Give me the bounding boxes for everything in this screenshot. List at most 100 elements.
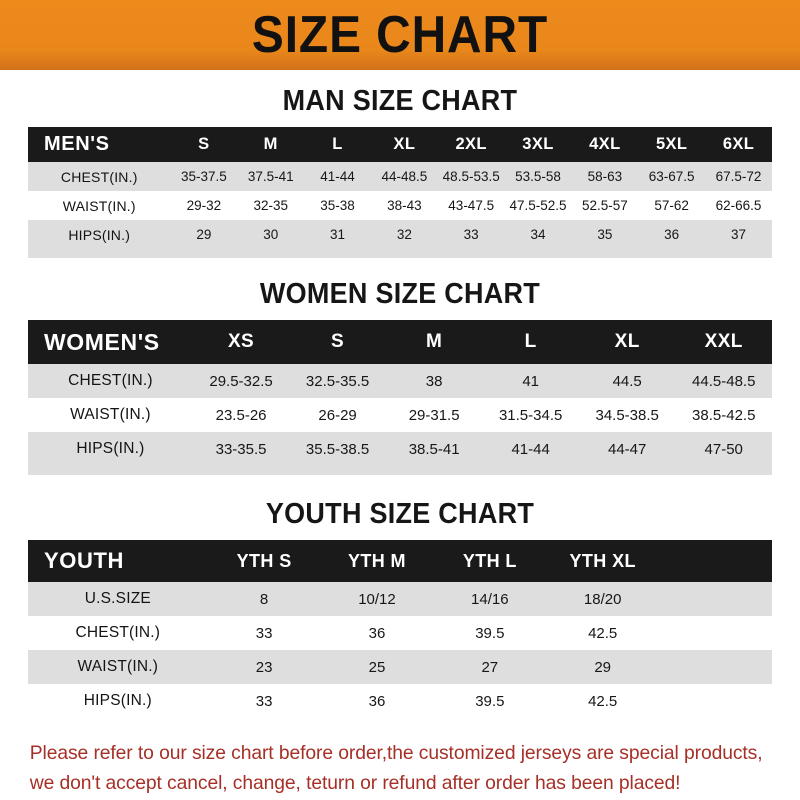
table-cell: 53.5-58 bbox=[515, 169, 561, 184]
women-header-label: WOMEN'S bbox=[44, 328, 160, 355]
section-title-man: MAN SIZE CHART bbox=[282, 85, 518, 117]
youth-row-spacer bbox=[659, 650, 772, 684]
table-cell: 52.5-57 bbox=[581, 198, 628, 213]
table-cell: 29-31.5 bbox=[408, 406, 460, 424]
man-row-label-3: HIPS(IN.) bbox=[68, 226, 131, 243]
youth-size-table: YOUTH YTH S YTH M YTH L YTH XL U.S.SIZE 8 10/12… bbox=[28, 540, 772, 718]
table-cell: 18/20 bbox=[583, 590, 622, 608]
man-table-header-row: MEN'S S M L XL 2XL 3XL 4XL 5XL 6XL bbox=[28, 127, 772, 162]
man-header-label: MEN'S bbox=[44, 133, 110, 155]
table-cell: 36 bbox=[664, 227, 680, 242]
table-row: HIPS(IN.) 33 36 39.5 42.5 bbox=[28, 684, 772, 718]
man-size-header-3: L bbox=[332, 135, 343, 153]
table-cell: 29 bbox=[196, 227, 212, 242]
table-cell: 63-67.5 bbox=[648, 169, 695, 184]
table-cell: 23 bbox=[255, 658, 273, 676]
table-cell: 34 bbox=[530, 227, 546, 242]
man-size-header-2: M bbox=[263, 135, 278, 153]
table-cell: 41-44 bbox=[320, 169, 355, 184]
table-row: HIPS(IN.) 33-35.5 35.5-38.5 38.5-41 41-44 44-… bbox=[28, 432, 772, 466]
women-size-header-5: XL bbox=[614, 331, 640, 352]
table-cell: 44-47 bbox=[608, 440, 647, 458]
table-row: CHEST(IN.) 35-37.5 37.5-41 41-44 44-48.5 48.5… bbox=[28, 162, 772, 191]
table-cell: 35.5-38.5 bbox=[305, 440, 370, 458]
man-row-label-1: CHEST(IN.) bbox=[60, 168, 138, 185]
table-row: WAIST(IN.) 29-32 32-35 35-38 38-43 43-47.5 47.… bbox=[28, 191, 772, 220]
table-cell: 36 bbox=[368, 692, 386, 710]
youth-row-spacer bbox=[659, 684, 772, 718]
women-size-table: WOMEN'S XS S M L XL XXL CHEST(IN.) 29.5-32.5 32.5… bbox=[28, 320, 772, 466]
man-size-table: MEN'S S M L XL 2XL 3XL 4XL 5XL 6XL CHEST(IN.) 35-37… bbox=[28, 127, 772, 249]
women-size-header-2: S bbox=[331, 331, 345, 352]
table-cell: 62-66.5 bbox=[715, 198, 762, 213]
page-title: SIZE CHART bbox=[251, 6, 549, 64]
table-row: HIPS(IN.) 29 30 31 32 33 34 35 36 37 bbox=[28, 220, 772, 249]
table-cell: 34.5-38.5 bbox=[595, 406, 659, 424]
table-cell: 32.5-35.5 bbox=[305, 372, 370, 390]
table-cell: 48.5-53.5 bbox=[442, 169, 500, 184]
table-cell: 8 bbox=[259, 590, 269, 608]
women-size-header-6: XXL bbox=[704, 331, 743, 352]
table-cell: 29 bbox=[594, 658, 612, 676]
table-cell: 37.5-41 bbox=[247, 169, 294, 184]
footer-line-1: Please refer to our size chart before or… bbox=[29, 742, 763, 764]
table-cell: 35-38 bbox=[320, 198, 355, 213]
table-cell: 43-47.5 bbox=[448, 198, 495, 213]
youth-size-header-4: YTH XL bbox=[569, 550, 636, 571]
table-row: CHEST(IN.) 29.5-32.5 32.5-35.5 38 41 44.5 44.5… bbox=[28, 364, 772, 398]
man-size-header-7: 4XL bbox=[589, 135, 621, 153]
table-row: WAIST(IN.) 23.5-26 26-29 29-31.5 31.5-34.5 34… bbox=[28, 398, 772, 432]
women-size-header-3: M bbox=[426, 331, 443, 352]
table-cell: 36 bbox=[368, 624, 386, 642]
man-row-label-2: WAIST(IN.) bbox=[62, 197, 136, 214]
table-cell: 47.5-52.5 bbox=[509, 198, 567, 213]
women-row-label-1: CHEST(IN.) bbox=[68, 372, 153, 389]
table-cell: 57-62 bbox=[654, 198, 689, 213]
youth-header-label: YOUTH bbox=[44, 548, 124, 573]
women-size-header-4: L bbox=[524, 331, 537, 352]
table-cell: 39.5 bbox=[475, 624, 505, 642]
youth-size-header-3: YTH L bbox=[462, 550, 517, 571]
table-cell: 29.5-32.5 bbox=[209, 372, 273, 390]
table-cell: 33 bbox=[255, 692, 273, 710]
youth-size-header-2: YTH M bbox=[347, 550, 406, 571]
man-size-table-wrap: MEN'S S M L XL 2XL 3XL 4XL 5XL 6XL CHEST(IN.) 35-37… bbox=[28, 127, 772, 249]
women-size-table-wrap: WOMEN'S XS S M L XL XXL CHEST(IN.) 29.5-32.5 32.5… bbox=[28, 320, 772, 466]
footer-disclaimer: Please refer to our size chart before or… bbox=[30, 738, 771, 798]
table-cell: 38.5-41 bbox=[408, 440, 460, 458]
women-row-label-2: WAIST(IN.) bbox=[70, 406, 151, 423]
table-cell: 42.5 bbox=[588, 692, 618, 710]
youth-row-label-3: WAIST(IN.) bbox=[77, 658, 159, 675]
table-cell: 35 bbox=[597, 227, 613, 242]
table-cell: 38-43 bbox=[387, 198, 422, 213]
youth-row-spacer bbox=[659, 616, 772, 650]
table-cell: 31.5-34.5 bbox=[498, 406, 563, 424]
table-cell: 23.5-26 bbox=[215, 406, 267, 424]
table-cell: 38.5-42.5 bbox=[692, 406, 756, 424]
youth-row-label-4: HIPS(IN.) bbox=[83, 692, 152, 709]
table-cell: 10/12 bbox=[358, 590, 396, 608]
table-cell: 33 bbox=[255, 624, 273, 642]
table-cell: 44-48.5 bbox=[381, 169, 428, 184]
youth-size-header-1: YTH S bbox=[236, 550, 292, 571]
table-cell: 67.5-72 bbox=[715, 169, 762, 184]
youth-size-table-wrap: YOUTH YTH S YTH M YTH L YTH XL U.S.SIZE 8 10/12… bbox=[28, 540, 772, 718]
table-cell: 29-32 bbox=[186, 198, 222, 213]
women-table-tail-strip bbox=[28, 466, 772, 475]
section-title-youth: YOUTH SIZE CHART bbox=[265, 498, 535, 530]
man-size-header-9: 6XL bbox=[722, 135, 755, 153]
table-cell: 26-29 bbox=[318, 406, 357, 424]
table-cell: 44.5 bbox=[612, 372, 642, 390]
table-cell: 42.5 bbox=[588, 624, 618, 642]
women-table-header-row: WOMEN'S XS S M L XL XXL bbox=[28, 320, 772, 364]
table-cell: 35-37.5 bbox=[180, 169, 227, 184]
table-cell: 14/16 bbox=[471, 590, 509, 608]
table-row: CHEST(IN.) 33 36 39.5 42.5 bbox=[28, 616, 772, 650]
man-size-header-6: 3XL bbox=[522, 135, 554, 153]
table-cell: 32-35 bbox=[253, 198, 288, 213]
table-cell: 30 bbox=[263, 227, 279, 242]
section-title-women: WOMEN SIZE CHART bbox=[259, 278, 541, 310]
table-cell: 25 bbox=[368, 658, 386, 676]
youth-row-label-2: CHEST(IN.) bbox=[75, 624, 161, 641]
table-cell: 38 bbox=[425, 372, 443, 390]
